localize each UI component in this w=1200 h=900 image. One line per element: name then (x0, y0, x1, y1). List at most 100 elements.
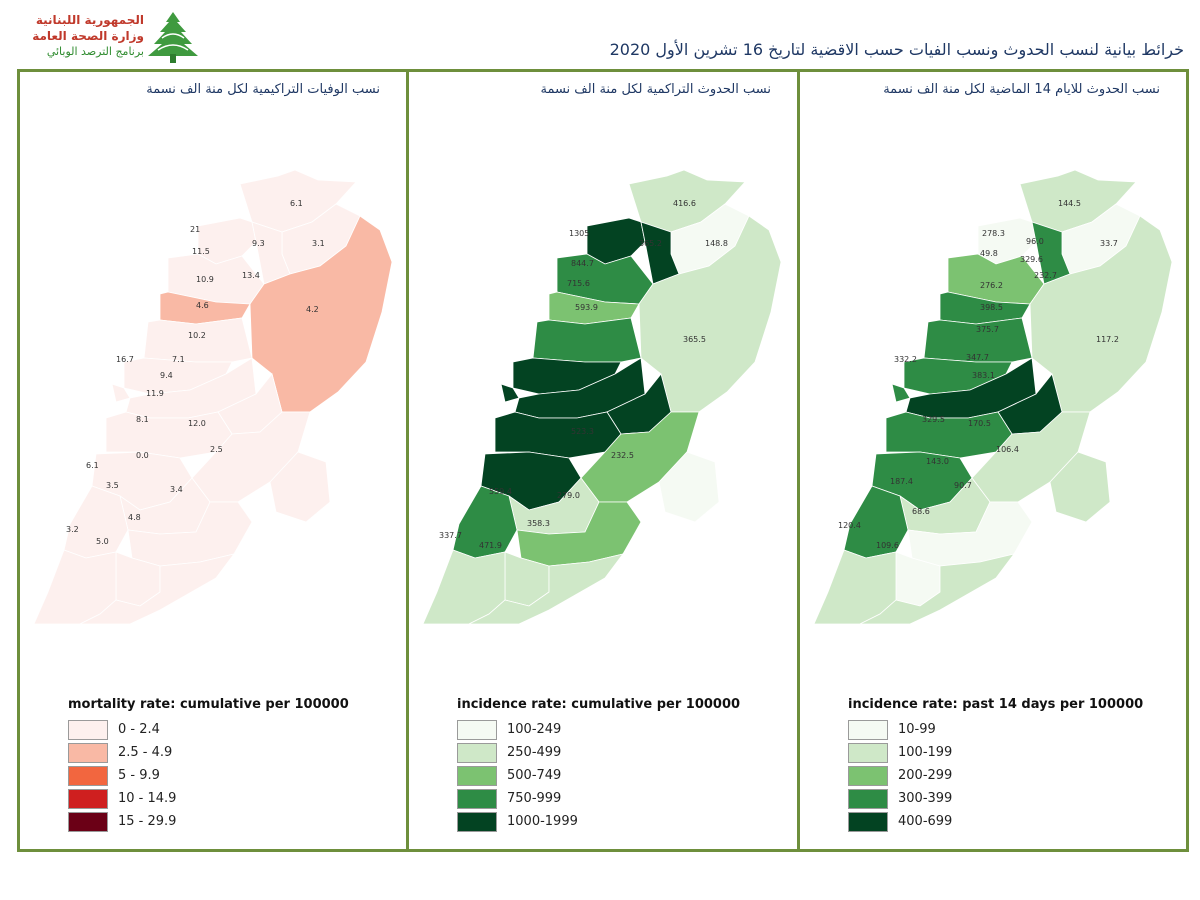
map-regions (813, 169, 1173, 625)
region-marjayoun (468, 553, 624, 625)
legend-swatch (68, 719, 108, 740)
map-label: 120.4 (838, 521, 861, 530)
page-header: الجمهورية اللبنانية وزارة الصحة العامة ب… (0, 0, 1200, 70)
map-regions (422, 169, 782, 625)
map-label: 144.5 (1058, 199, 1081, 208)
legend-item: 300-399 (848, 787, 1143, 810)
legend-label: 1000-1999 (507, 814, 578, 829)
cumulative-incidence-panel-title: نسب الحدوث التراكمية لكل منة الف نسمة (540, 82, 771, 97)
legend-title: incidence rate: cumulative per 100000 (457, 697, 741, 712)
mortality-panel: نسب الوفيات التراكيمية لكل منة الف نسمة (20, 72, 409, 849)
map-label: 187.4 (890, 477, 913, 486)
map-label: 4.8 (128, 513, 141, 522)
legend-item: 10-99 (848, 718, 1143, 741)
map-label: 170.5 (968, 419, 991, 428)
map-label: 278.3 (982, 229, 1005, 238)
map-label: 276.2 (980, 281, 1003, 290)
legend-label: 5 - 9.9 (118, 768, 160, 783)
logo-line-republic: الجمهورية اللبنانية (35, 13, 144, 27)
legend-item: 5 - 9.9 (68, 764, 349, 787)
map-label: 9.3 (252, 239, 265, 248)
map-label: 12.0 (188, 419, 206, 428)
map-label: 11.5 (192, 247, 210, 256)
legend-label: 300-399 (898, 791, 953, 806)
map-label: 329.5 (922, 415, 945, 424)
legend-label: 200-299 (898, 768, 953, 783)
legend-swatch (68, 788, 108, 809)
legend-item: 100-249 (457, 718, 740, 741)
map-label: 10.9 (196, 275, 214, 284)
map-label: 16.7 (116, 355, 134, 364)
map-label: 715.6 (567, 279, 590, 288)
logo-line-ministry: وزارة الصحة العامة (32, 29, 144, 43)
page-title: خرائط بيانية لنسب الحدوث ونسب الفيات حسب… (609, 40, 1184, 59)
region-chouf (1049, 451, 1111, 523)
map-label: 365.2 (639, 239, 662, 248)
legend-label: 750-999 (507, 791, 562, 806)
legend-item: 250-499 (457, 741, 740, 764)
legend-swatch (457, 765, 497, 786)
region-baabda (885, 411, 1013, 459)
legend-item: 500-749 (457, 764, 740, 787)
map-label: 68.6 (912, 507, 930, 516)
map-label: 3.2 (66, 525, 79, 534)
legend-label: 400-699 (898, 814, 953, 829)
legend-swatch (848, 765, 888, 786)
cedar-tree-icon (148, 12, 198, 63)
recent-incidence-map: 144.5 278.3 96.0 33.7 49.8 329.6 232.7 2… (813, 169, 1173, 625)
legend-item: 400-699 (848, 810, 1143, 833)
cumulative-incidence-legend: incidence rate: cumulative per 100000 10… (457, 697, 740, 833)
legend-swatch (848, 811, 888, 832)
legend-swatch (457, 742, 497, 763)
legend-label: 100-249 (507, 722, 562, 737)
legend-item: 0 - 2.4 (68, 718, 349, 741)
legend-swatch (848, 788, 888, 809)
legend-item: 15 - 29.9 (68, 810, 349, 833)
region-bekaa-north (1029, 215, 1173, 413)
legend-label: 250-499 (507, 745, 562, 760)
map-label: 117.2 (1096, 335, 1119, 344)
map-label: 148.8 (705, 239, 728, 248)
map-label: 11.9 (146, 389, 164, 398)
region-chouf (658, 451, 720, 523)
region-bekaa-north (249, 215, 393, 413)
recent-incidence-legend: incidence rate: past 14 days per 100000 … (848, 697, 1143, 833)
logo-line-program: برنامج الترصد الوبائي (46, 45, 144, 58)
map-label: 398.5 (980, 303, 1003, 312)
map-label: 4.6 (196, 301, 209, 310)
map-label: 279.0 (557, 491, 580, 500)
region-north-coast (197, 217, 257, 265)
map-label: 471.9 (479, 541, 502, 550)
map-label: 329.6 (1020, 255, 1043, 264)
map-label: 3.4 (170, 485, 183, 494)
mortality-panel-title: نسب الوفيات التراكيمية لكل منة الف نسمة (146, 82, 380, 97)
map-label: 416.6 (673, 199, 696, 208)
map-label: 375.7 (976, 325, 999, 334)
legend-label: 0 - 2.4 (118, 722, 160, 737)
legend-swatch (848, 719, 888, 740)
map-label: 358.3 (527, 519, 550, 528)
recent-incidence-panel: نسب الحدوث للايام 14 الماضية لكل منة الف… (800, 72, 1186, 849)
map-label: 347.7 (966, 353, 989, 362)
map-labels: 6.1 21 11.5 9.3 3.1 10.9 13.4 4.6 4.2 10… (66, 199, 325, 546)
map-label: 9.4 (160, 371, 173, 380)
map-label: 7.1 (172, 355, 185, 364)
map-label: 8.1 (136, 415, 149, 424)
map-regions (33, 169, 393, 625)
region-bekaa-north (638, 215, 782, 413)
legend-title: mortality rate: cumulative per 100000 (68, 697, 349, 712)
map-label: 1305 (569, 229, 589, 238)
map-label: 6.1 (290, 199, 303, 208)
region-north-coast (586, 217, 646, 265)
map-label: 559.4 (489, 487, 512, 496)
map-label: 33.7 (1100, 239, 1118, 248)
region-saida (63, 485, 129, 559)
legend-swatch (457, 811, 497, 832)
map-label: 523.3 (571, 427, 594, 436)
logo-text: الجمهورية اللبنانية وزارة الصحة العامة ب… (14, 12, 144, 59)
region-jbeil (143, 317, 253, 363)
cumulative-incidence-map: 416.6 1305 365.2 148.8 844.7 715.6 593.9… (422, 169, 782, 625)
map-label: 365.5 (683, 335, 706, 344)
map-label: 0.0 (136, 451, 149, 460)
map-label: 593.9 (575, 303, 598, 312)
